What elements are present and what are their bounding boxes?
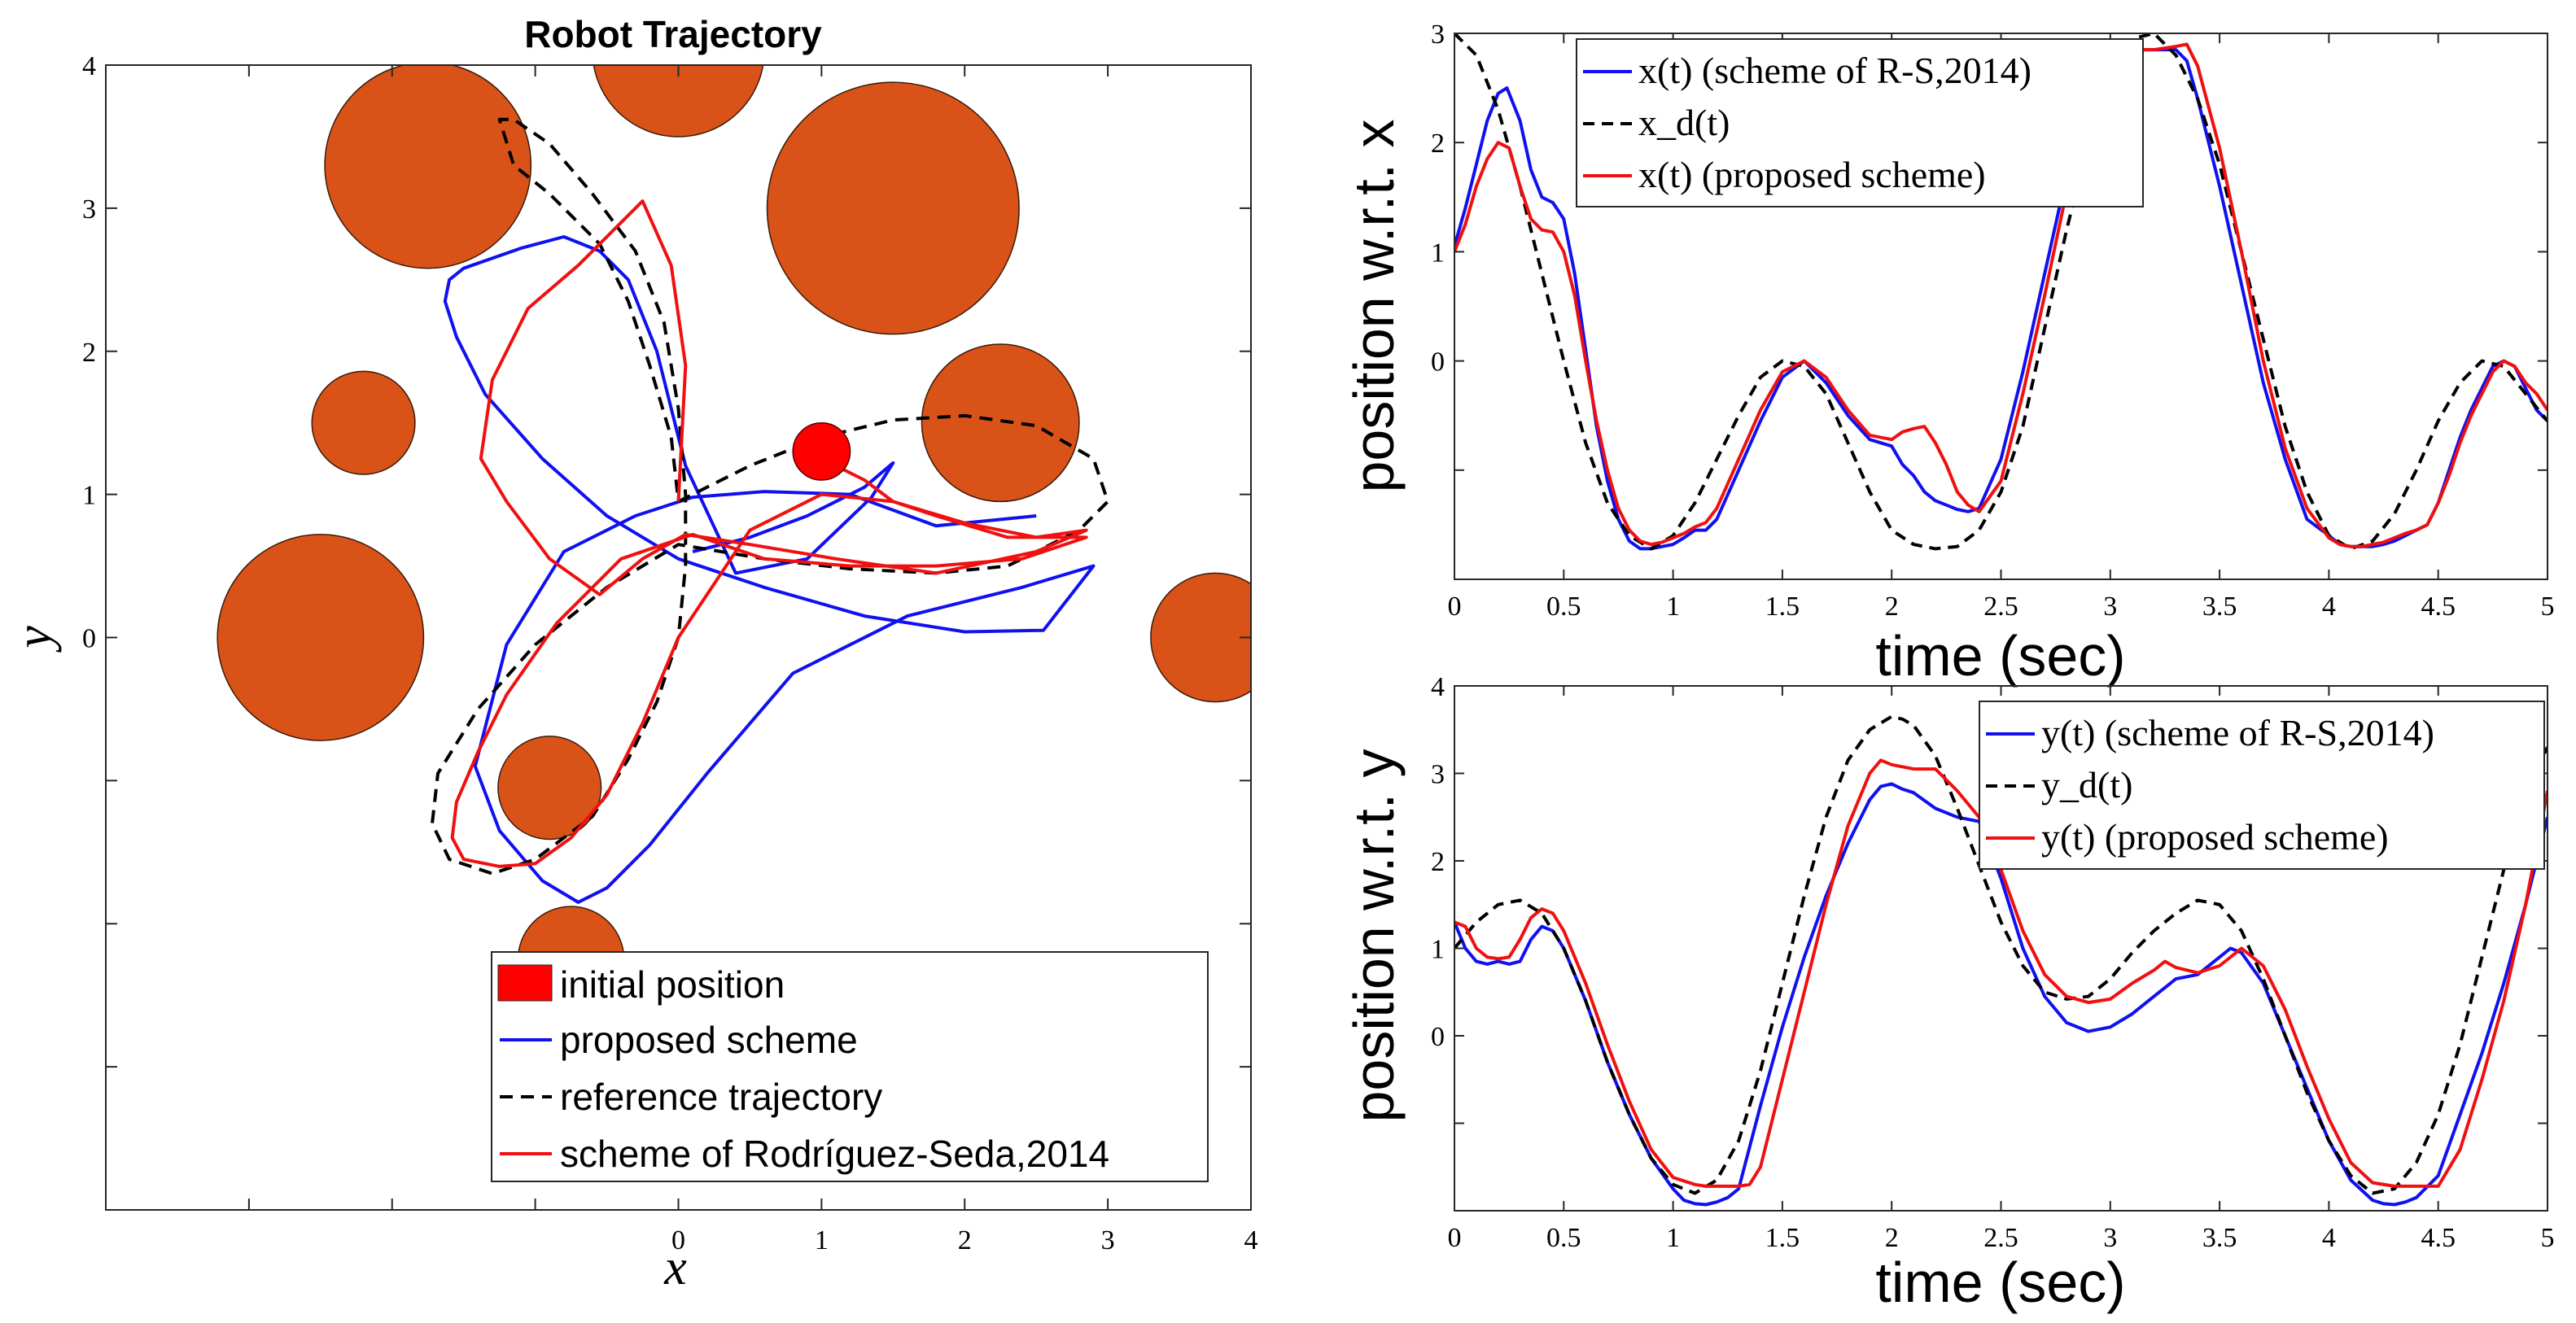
x-plot-area [1454,33,2548,551]
x-tick-label: 3 [2103,592,2117,622]
x-tick-label: 0 [1448,1223,1462,1253]
x-plot-ticks: 0 0.5 1 1.5 2 2.5 3 3.5 4 4.5 5 0 1 2 3 [1431,20,2555,622]
y-tick-label: 4 [82,51,96,81]
y-tick-label: 3 [82,194,96,225]
x-tick-label: 4.5 [2421,1223,2456,1253]
y-legend-label-yd: y_d(t) [2041,764,2132,806]
obstacle [311,370,416,475]
y-plot-ticks: 0 0.5 1 1.5 2 2.5 3 3.5 4 4.5 5 0 1 2 3 4 [1431,672,2555,1253]
x-tick-label: 1.5 [1765,592,1800,622]
x-tick-label: 2.5 [1983,1223,2018,1253]
obstacle [593,65,764,138]
x-tick-label: 1.5 [1765,1223,1800,1253]
legend-swatch-initial [497,964,553,1002]
x-axis-label: x [663,1240,687,1295]
trajectory-legend: initial position proposed scheme referen… [491,951,1209,1182]
trajectory-line-2 [450,199,1088,868]
y-tick-label: 3 [1431,760,1445,790]
y-plot-xlabel: time (sec) [1875,1251,2125,1314]
y-tick-label: 2 [82,338,96,368]
initial-position-group [792,421,851,481]
obstacle [1150,572,1251,703]
legend-label-rodriguez: scheme of Rodríguez-Seda,2014 [560,1133,1109,1175]
obstacle [921,343,1080,503]
x-tick-label: 4.5 [2421,592,2456,622]
x-tick-label: 2 [1885,1223,1899,1253]
x-legend-label-proposed: x(t) (proposed scheme) [1638,154,1986,195]
y-tick-label: 3 [1431,20,1445,50]
x-tick-label: 2 [958,1225,972,1255]
y-tick-label: 2 [1431,129,1445,159]
legend-label-initial: initial position [560,963,785,1006]
y-tick-label: 0 [1431,347,1445,378]
trajectory-plot-area [216,65,1251,1014]
x-position-panel: 0 0.5 1 1.5 2 2.5 3 3.5 4 4.5 5 0 1 2 3 time (sec) pos… [1342,20,2555,688]
x-tick-label: 5 [2541,1223,2555,1253]
obstacle [766,81,1020,335]
x-tick-label: 3 [1101,1225,1115,1255]
y-tick-label: 0 [1431,1022,1445,1052]
x-plot-legend: x(t) (scheme of R-S,2014) x_d(t) x(t) (p… [1576,38,2144,207]
x-tick-label: 1 [815,1225,829,1255]
x-tick-label: 4 [1244,1225,1258,1255]
obstacle [497,736,602,841]
x-tick-label: 0 [671,1225,685,1255]
x-tick-label: 0.5 [1546,592,1581,622]
x-legend-box [1576,38,2144,207]
series-line-1 [1454,714,2548,1195]
y-tick-label: 1 [82,481,96,511]
y-plot-lines [1454,714,2548,1207]
x-tick-label: 2 [1885,592,1899,622]
x-tick-label: 3 [2103,1223,2117,1253]
initial-position-marker [792,421,851,481]
y-legend-label-rs: y(t) (scheme of R-S,2014) [2041,712,2434,753]
chart-title: Robot Trajectory [524,13,822,55]
series-line-1 [1454,33,2548,551]
x-tick-label: 1 [1666,592,1680,622]
y-legend-label-proposed: y(t) (proposed scheme) [2041,816,2389,858]
x-tick-label: 2.5 [1983,592,2018,622]
y-legend-box [1979,701,2545,870]
y-position-panel: 0 0.5 1 1.5 2 2.5 3 3.5 4 4.5 5 0 1 2 3 4 time (sec) po… [1342,672,2555,1314]
x-tick-label: 1 [1666,1223,1680,1253]
trajectory-panel: Robot Trajectory 0 1 2 3 4 0 1 2 3 4 x y initial … [7,13,1258,1295]
x-tick-label: 3.5 [2202,1223,2237,1253]
y-tick-label: 1 [1431,238,1445,268]
y-tick-label: 1 [1431,935,1445,965]
x-tick-label: 3.5 [2202,592,2237,622]
y-plot-area [1454,714,2548,1207]
series-line-2 [1454,42,2548,548]
y-axis-label: y [7,626,62,653]
obstacles [216,65,1251,1014]
obstacle [216,534,425,741]
y-plot-legend: y(t) (scheme of R-S,2014) y_d(t) y(t) (p… [1979,701,2545,870]
x-plot-ylabel: position w.r.t. x [1342,119,1406,492]
y-tick-label: 2 [1431,847,1445,877]
obstacle [324,65,532,269]
legend-box [491,951,1209,1182]
series-line-2 [1454,758,2548,1188]
legend-label-reference: reference trajectory [560,1076,882,1118]
axis-ticks: 0 1 2 3 4 0 1 2 3 4 [82,51,1258,1255]
trajectory-lines [431,117,1110,904]
x-plot-lines [1454,33,2548,551]
y-tick-label: 0 [82,624,96,654]
x-plot-xlabel: time (sec) [1875,624,2125,688]
x-tick-label: 4 [2322,592,2336,622]
x-tick-label: 4 [2322,1223,2336,1253]
y-tick-label: 4 [1431,672,1445,702]
trajectory-line-1 [431,117,1110,875]
x-tick-label: 0 [1448,592,1462,622]
x-tick-label: 5 [2541,592,2555,622]
x-legend-label-xd: x_d(t) [1638,102,1730,143]
x-legend-label-rs: x(t) (scheme of R-S,2014) [1638,50,2031,91]
legend-label-proposed: proposed scheme [560,1019,858,1061]
x-tick-label: 0.5 [1546,1223,1581,1253]
y-plot-ylabel: position w.r.t. y [1342,749,1406,1122]
